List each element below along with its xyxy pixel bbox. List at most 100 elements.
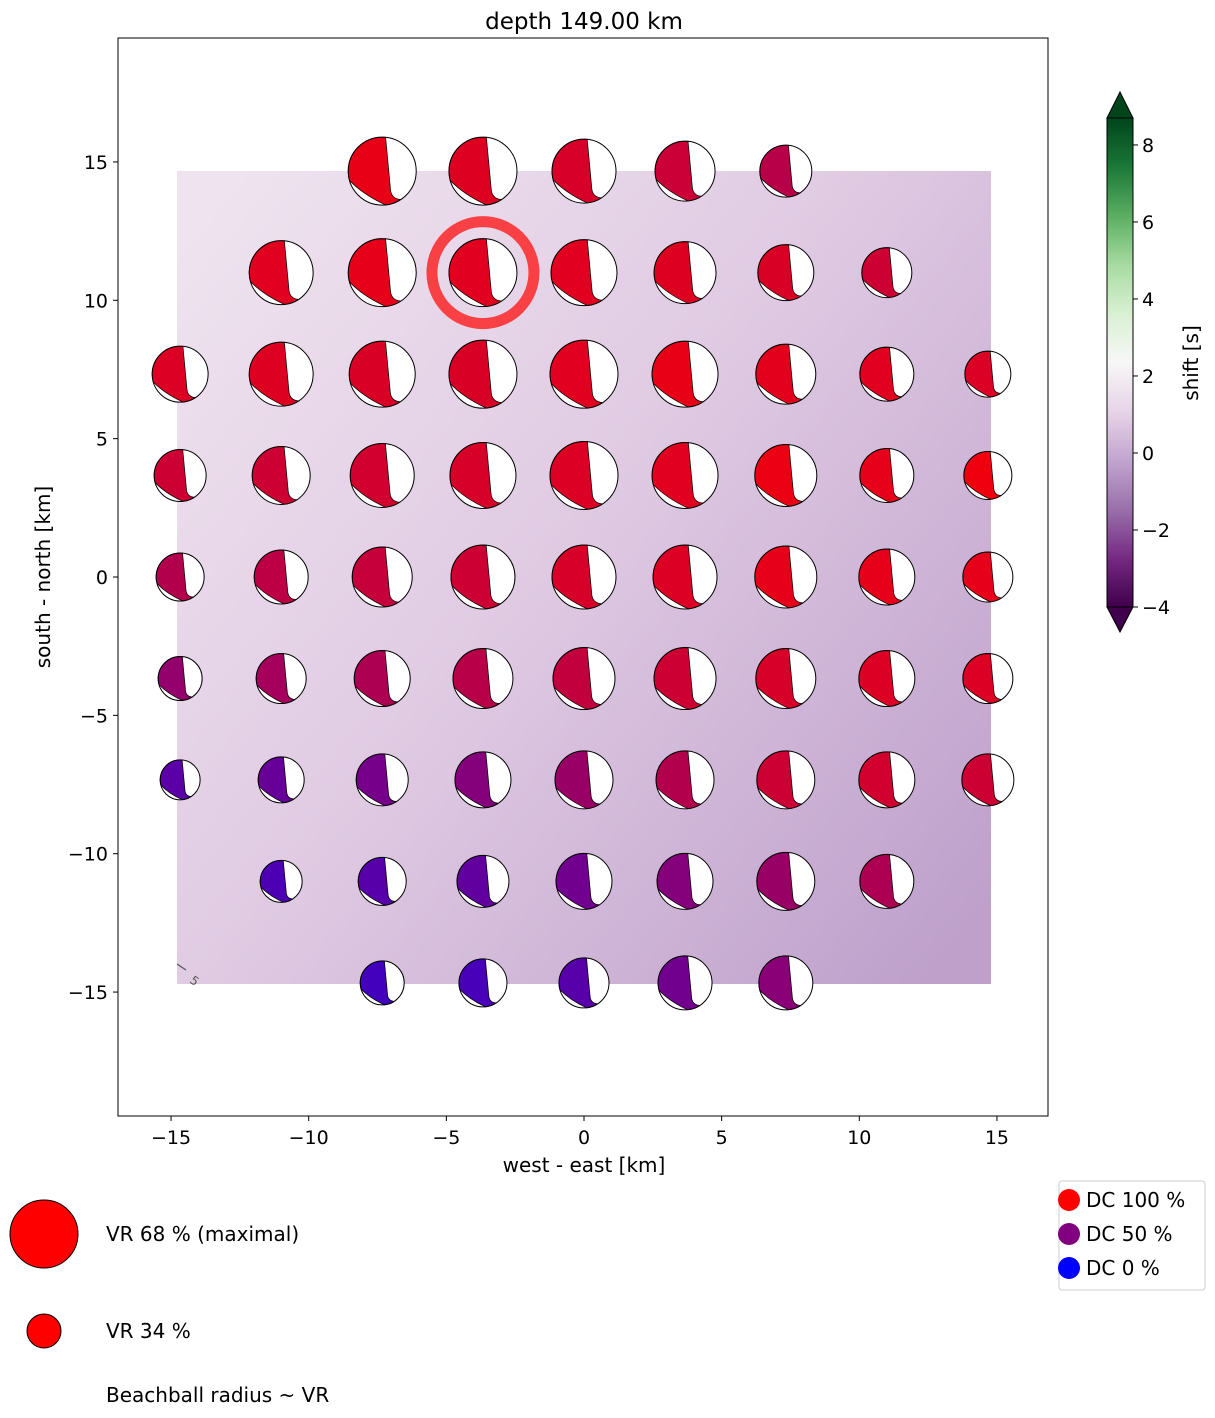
colorbar-tick-label: 6 (1142, 212, 1154, 234)
dc-legend-marker-0 (1058, 1257, 1080, 1279)
colorbar-tick-label: 2 (1142, 366, 1154, 388)
beachball (357, 856, 407, 906)
beachball-outline (655, 750, 715, 810)
beachball-outline (357, 856, 407, 906)
beachball-outline (651, 340, 719, 408)
beachball-outline (355, 753, 409, 807)
best-solution-marker (426, 216, 540, 330)
dc-legend-marker-100 (1058, 1189, 1080, 1211)
beachball-outline (654, 140, 716, 202)
beachball (259, 859, 303, 903)
colorbar-tick-label: 4 (1142, 289, 1154, 311)
beachball-outline (359, 960, 405, 1006)
beachball (347, 136, 417, 206)
beachball (351, 546, 413, 608)
beachball-outline (861, 247, 913, 299)
beachball-outline (962, 551, 1014, 603)
beachball (359, 960, 405, 1006)
size-legend-marker-half (26, 1313, 62, 1349)
beachball-outline (347, 136, 417, 206)
beachball-outline (454, 751, 512, 809)
beachball-outline (550, 239, 618, 307)
beachball-outline (259, 859, 303, 903)
beachball (861, 247, 913, 299)
colorbar-body (1106, 117, 1134, 608)
beachball-outline (255, 653, 307, 705)
beachball-outline (963, 450, 1013, 500)
beachball-outline (456, 854, 510, 908)
beachball-outline (555, 852, 613, 910)
beachball-outline (248, 240, 314, 306)
beachball (551, 138, 617, 204)
beachball-outline (452, 648, 514, 710)
beachball (549, 339, 619, 409)
beachball (653, 647, 717, 711)
beachball (964, 350, 1012, 398)
x-tick-label: −5 (432, 1127, 460, 1149)
beachball-outline (754, 443, 818, 507)
beachball (859, 447, 915, 503)
beachball (962, 653, 1014, 705)
beachball-outline (962, 653, 1014, 705)
beachball (549, 440, 619, 510)
y-tick-label: −15 (68, 982, 108, 1004)
beachball (963, 450, 1013, 500)
beachball-outline (248, 341, 314, 407)
y-tick-label: 5 (96, 429, 108, 451)
size-legend-label-half: VR 34 % (106, 1319, 191, 1343)
beachball-outline (549, 440, 619, 510)
y-tick-label: 0 (96, 567, 108, 589)
beachball (656, 852, 714, 910)
size-legend: VR 68 % (maximal) VR 34 % Beachball radi… (9, 1199, 329, 1407)
beachball-outline (757, 244, 815, 302)
dc-legend-label-100: DC 100 % (1086, 1188, 1185, 1212)
beachball-outline (652, 544, 718, 610)
beachball-outline (549, 339, 619, 409)
beachball (554, 750, 614, 810)
y-tick-label: 10 (84, 290, 108, 312)
x-axis-label: west - east [km] (503, 1153, 666, 1177)
dc-legend: DC 100 % DC 50 % DC 0 % (1058, 1180, 1206, 1291)
beachball (651, 340, 719, 408)
beachball-outline (449, 441, 517, 509)
x-tick-label: 5 (716, 1127, 728, 1149)
beachball (348, 340, 416, 408)
beachball (653, 241, 717, 305)
beachball-outline (153, 448, 207, 502)
beachball (251, 445, 311, 505)
beachball-outline (347, 238, 417, 308)
y-axis-label: south - north [km] (31, 486, 55, 668)
beachball-outline (351, 546, 413, 608)
y-tick-label: 15 (84, 152, 108, 174)
beachball (248, 240, 314, 306)
beachball (454, 751, 512, 809)
beachball-outline (859, 346, 915, 402)
beachball-outline (759, 144, 813, 198)
colorbar: 8 6 4 2 0 −2 −4 shift [s] (1106, 90, 1203, 634)
beachball-outline (653, 241, 717, 305)
y-tick-label: −5 (80, 705, 108, 727)
beachball-outline (155, 552, 205, 602)
beachball-outline (450, 544, 516, 610)
dc-legend-label-50: DC 50 % (1086, 1222, 1173, 1246)
beachball (257, 756, 305, 804)
x-tick-label: −10 (289, 1127, 329, 1149)
beachball (558, 957, 610, 1009)
beachball (754, 443, 818, 507)
beachball-outline (551, 138, 617, 204)
beachball (448, 238, 518, 308)
beachball (758, 955, 814, 1011)
beachball (555, 852, 613, 910)
colorbar-tick-label: −2 (1142, 520, 1170, 542)
beachball (552, 647, 616, 711)
beachball (961, 753, 1015, 807)
beachball-outline (651, 441, 719, 509)
beachball (458, 958, 508, 1008)
beachball (452, 648, 514, 710)
beachball-outline (448, 238, 518, 308)
beachball (754, 545, 818, 609)
beachball (755, 343, 817, 405)
beachball (253, 549, 309, 605)
beachball-outline (448, 136, 518, 206)
